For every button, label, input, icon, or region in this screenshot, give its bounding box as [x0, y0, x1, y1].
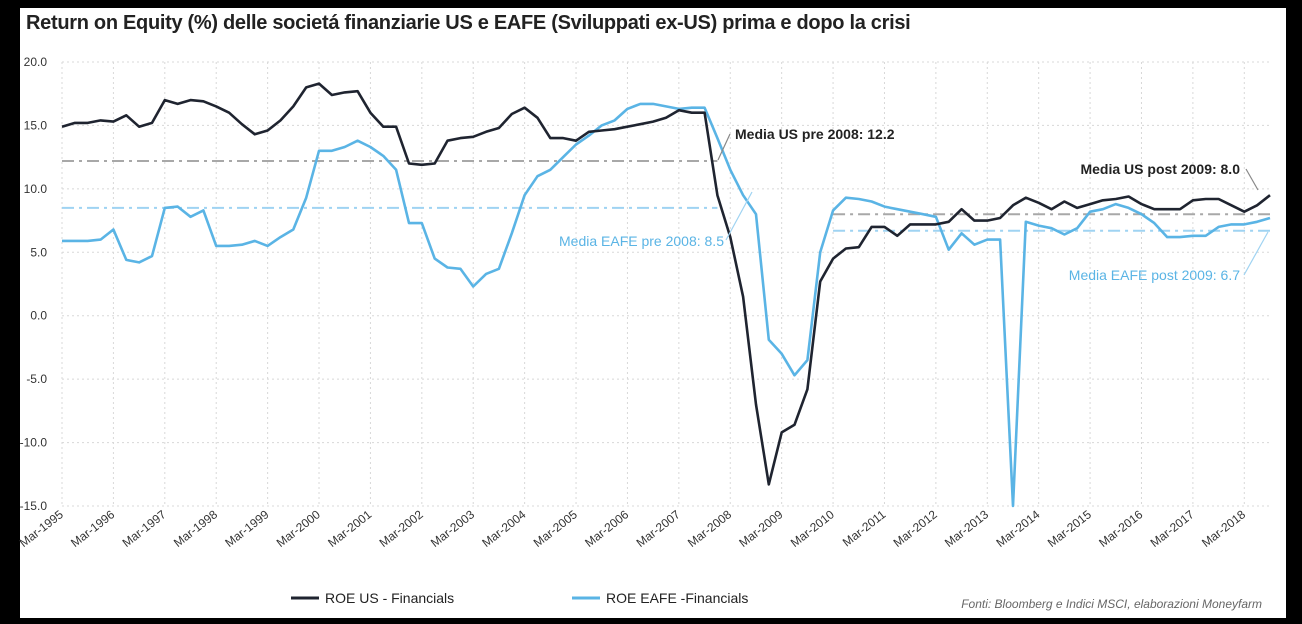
- chart-title: Return on Equity (%) delle societá finan…: [26, 12, 911, 34]
- x-tick-label: Mar-2004: [479, 507, 528, 550]
- x-tick-label: Mar-2010: [788, 507, 837, 550]
- x-tick-label: Mar-2012: [891, 507, 940, 550]
- y-tick-label: 15.0: [24, 118, 48, 132]
- annotation-leader: [725, 191, 753, 241]
- x-tick-label: Mar-1997: [120, 507, 169, 550]
- x-tick-label: Mar-2013: [942, 507, 991, 550]
- source-note: Fonti: Bloomberg e Indici MSCI, elaboraz…: [961, 597, 1262, 611]
- annotation-leader: [1245, 168, 1259, 191]
- x-tick-label: Mar-2007: [634, 507, 683, 550]
- y-tick-label: 20.0: [24, 55, 48, 69]
- x-tick-label: Mar-1998: [171, 507, 220, 550]
- annotations: Media US pre 2008: 12.2 Media EAFE pre 20…: [559, 126, 1269, 283]
- series-line: [61, 82, 1271, 486]
- x-tick-label: Mar-1995: [17, 507, 66, 550]
- x-tick-label: Mar-2005: [531, 507, 580, 550]
- annotation-label: Media US post 2009: 8.0: [1080, 161, 1240, 177]
- legend-label: ROE EAFE -Financials: [606, 590, 748, 606]
- x-tick-label: Mar-2006: [582, 507, 631, 550]
- x-tick-label: Mar-2001: [325, 507, 374, 550]
- y-tick-label: -15.0: [20, 499, 48, 513]
- x-tick-label: Mar-2017: [1148, 507, 1197, 550]
- legend-label: ROE US - Financials: [325, 590, 454, 606]
- y-axis-ticks: 20.0 15.0 10.0 5.0 0.0 -5.0 -10.0 -15.0: [20, 55, 48, 513]
- annotation-label: Media US pre 2008: 12.2: [735, 126, 895, 142]
- annotation-label: Media EAFE pre 2008: 8.5: [559, 233, 724, 249]
- x-axis-ticks: Mar-1995 Mar-1996 Mar-1997 Mar-1998 Mar-1999…: [17, 507, 1249, 550]
- x-tick-label: Mar-2003: [428, 507, 477, 550]
- y-tick-label: 5.0: [30, 245, 47, 259]
- x-tick-label: Mar-2008: [685, 507, 734, 550]
- x-tick-label: Mar-1999: [222, 507, 271, 550]
- chart-frame: [20, 8, 1286, 618]
- x-tick-label: Mar-2015: [1045, 507, 1094, 550]
- x-tick-label: Mar-2009: [736, 507, 785, 550]
- x-tick-label: Mar-2014: [993, 507, 1042, 550]
- annotation-leader: [717, 133, 731, 161]
- annotation-leader: [1243, 231, 1269, 276]
- x-tick-label: Mar-1996: [68, 507, 117, 550]
- legend: ROE US - Financials ROE EAFE -Financials: [291, 590, 748, 606]
- series-line: [62, 102, 1271, 508]
- x-tick-label: Mar-2011: [840, 507, 889, 549]
- grid: [61, 61, 1270, 507]
- y-tick-label: -10.0: [20, 436, 48, 450]
- y-tick-label: 0.0: [30, 309, 47, 323]
- x-tick-label: Mar-2002: [377, 507, 426, 550]
- y-tick-label: 10.0: [24, 182, 48, 196]
- annotation-label: Media EAFE post 2009: 6.7: [1069, 267, 1240, 283]
- y-tick-label: -5.0: [26, 372, 47, 386]
- series-lines: [61, 82, 1271, 508]
- x-tick-label: Mar-2016: [1096, 507, 1145, 550]
- x-tick-label: Mar-2018: [1199, 507, 1248, 550]
- x-tick-label: Mar-2000: [274, 507, 323, 550]
